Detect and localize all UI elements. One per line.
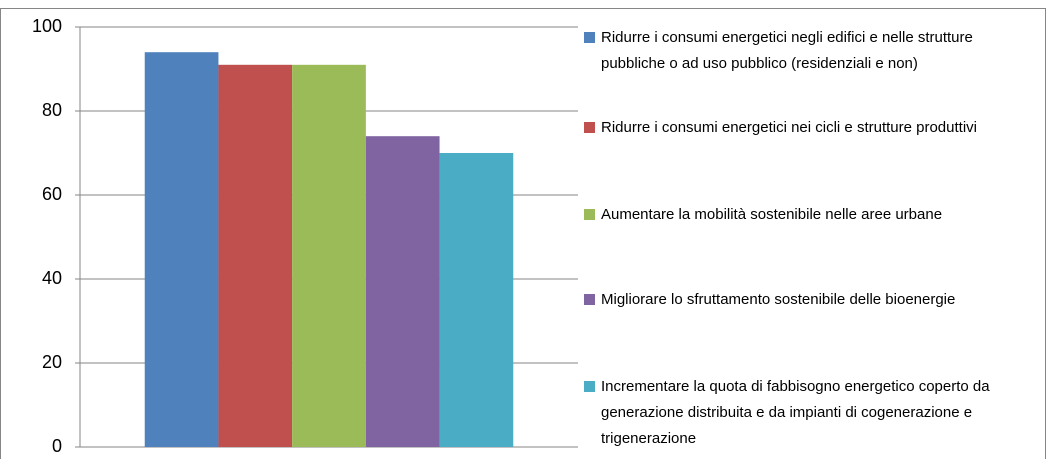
- legend-label: Aumentare la mobilità sostenibile nelle …: [601, 206, 943, 223]
- legend-swatch: [584, 32, 595, 43]
- y-tick-label: 40: [42, 268, 62, 288]
- legend-item: Incrementare la quota di fabbisogno ener…: [584, 374, 1041, 452]
- y-tick-label: 20: [42, 352, 62, 372]
- legend-item: Aumentare la mobilità sostenibile nelle …: [584, 202, 1041, 228]
- legend-item: Migliorare lo sfruttamento sostenibile d…: [584, 287, 1041, 313]
- legend-label: Migliorare lo sfruttamento sostenibile d…: [601, 291, 956, 308]
- legend-swatch: [584, 294, 595, 305]
- bar: [144, 52, 219, 447]
- legend-swatch: [584, 381, 595, 392]
- bar: [365, 136, 440, 447]
- legend-label: Ridurre i consumi energetici negli edifi…: [601, 29, 973, 72]
- legend-item: Ridurre i consumi energetici nei cicli e…: [584, 115, 1041, 141]
- y-tick-label: 80: [42, 100, 62, 120]
- bar: [292, 64, 366, 448]
- bar: [439, 153, 514, 447]
- bar: [218, 64, 293, 448]
- legend-swatch: [584, 209, 595, 220]
- y-tick-label: 0: [52, 436, 62, 456]
- y-tick-label: 60: [42, 184, 62, 204]
- legend-swatch: [584, 122, 595, 133]
- chart-border: [0, 8, 1046, 459]
- y-tick-label: 100: [32, 16, 62, 36]
- legend-label: Ridurre i consumi energetici nei cicli e…: [601, 119, 977, 136]
- legend-label: Incrementare la quota di fabbisogno ener…: [601, 378, 990, 447]
- legend-item: Ridurre i consumi energetici negli edifi…: [584, 25, 1041, 77]
